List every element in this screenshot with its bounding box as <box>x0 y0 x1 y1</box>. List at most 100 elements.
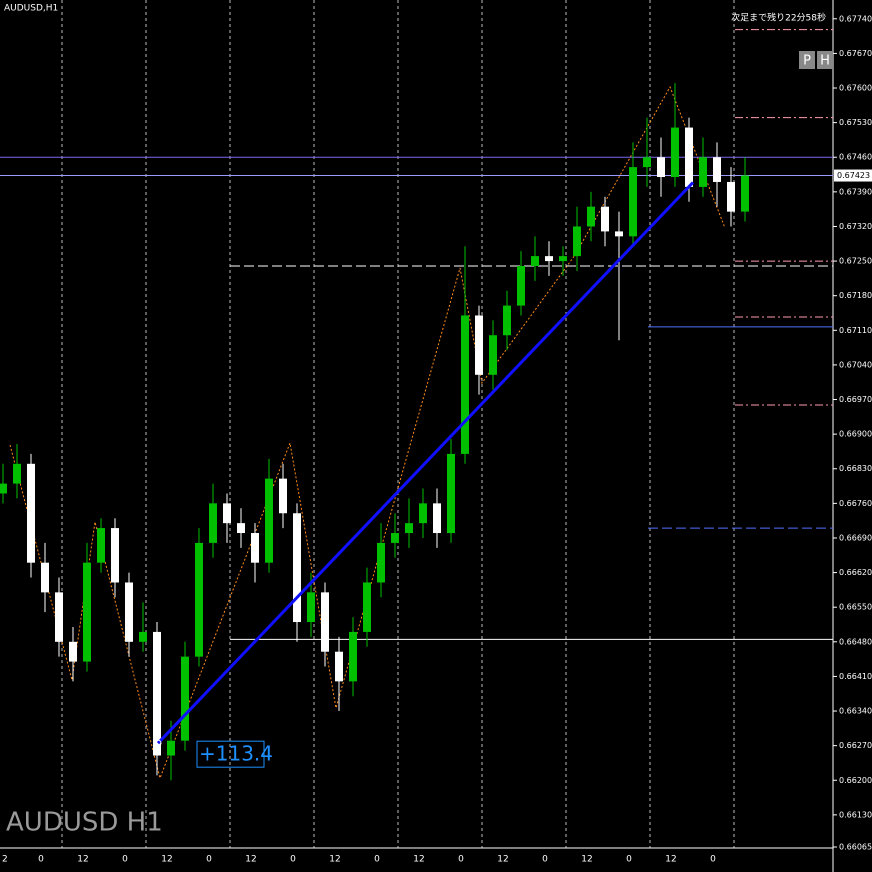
y-tick-label: 0.66970 <box>839 395 872 404</box>
candle-body <box>363 582 371 632</box>
y-tick-label: 0.67320 <box>839 222 872 231</box>
y-tick-label: 0.66550 <box>839 603 872 612</box>
trend-anchor <box>154 739 162 747</box>
candle-body <box>209 503 217 543</box>
x-tick-label: 0 <box>626 855 632 865</box>
y-tick-label: 0.67040 <box>839 360 872 369</box>
candle-body <box>111 528 119 583</box>
y-tick-label: 0.67390 <box>839 187 872 196</box>
candle-body <box>167 740 175 756</box>
candle-body <box>503 305 511 336</box>
candle-body <box>671 127 679 178</box>
candle-body <box>265 478 273 563</box>
y-tick-label: 0.66410 <box>839 672 872 681</box>
y-tick-label: 0.67250 <box>839 257 872 266</box>
candle-body <box>461 315 469 454</box>
watermark: AUDUSD H1 <box>6 808 163 838</box>
price-tag <box>834 169 872 182</box>
trend-label-box <box>196 740 265 768</box>
candle-body <box>41 562 49 593</box>
button-p[interactable] <box>799 51 815 69</box>
candle-body <box>69 641 77 662</box>
candle-body <box>657 157 665 178</box>
y-tick-label: 0.66480 <box>839 637 872 646</box>
grid <box>61 0 735 848</box>
candle-body <box>475 315 483 375</box>
x-tick-label: 0 <box>710 855 716 865</box>
candle-body <box>545 256 553 262</box>
candle-body <box>27 463 35 563</box>
y-tick-label: 0.67670 <box>839 49 872 58</box>
candle-body <box>223 503 231 524</box>
candle-body <box>629 167 637 237</box>
y-tick-label: 0.66830 <box>839 464 872 473</box>
x-tick-label: 0 <box>374 855 380 865</box>
candle-body <box>699 157 707 187</box>
y-tick-label: 0.66760 <box>839 499 872 508</box>
candle-body <box>279 478 287 514</box>
y-tick-label: 0.66130 <box>839 810 872 819</box>
x-tick-label: 12 <box>665 855 676 865</box>
y-tick-label: 0.67600 <box>839 84 872 93</box>
x-tick-label: 12 <box>413 855 424 865</box>
countdown: 次足まで残り22分58秒 <box>731 12 826 24</box>
candle-body <box>559 256 567 262</box>
x-tick-label: 0 <box>290 855 296 865</box>
symbol-label: AUDUSD,H1 <box>4 4 58 14</box>
candle-body <box>349 631 357 682</box>
x-tick-label: 12 <box>161 855 172 865</box>
candle-body <box>447 453 455 534</box>
candle-body <box>0 483 7 494</box>
candle-body <box>237 523 245 534</box>
candle-body <box>391 533 399 543</box>
candle-body <box>13 463 21 484</box>
candle-body <box>125 582 133 642</box>
x-tick-label: 0 <box>542 855 548 865</box>
y-tick-label: 0.66200 <box>839 776 872 785</box>
candle-body <box>489 335 497 375</box>
candle-body <box>55 592 63 642</box>
candle-body <box>335 651 343 682</box>
candle-body <box>573 226 581 257</box>
candle-body <box>433 503 441 534</box>
candle-body <box>97 528 105 563</box>
x-tick-label: 2 <box>2 855 8 865</box>
y-tick-label: 0.67180 <box>839 291 872 300</box>
button-label[interactable]: P <box>803 54 811 69</box>
x-tick-label: 0 <box>206 855 212 865</box>
y-tick-label: 0.66065 <box>839 843 872 852</box>
y-tick-label: 0.67530 <box>839 118 872 127</box>
candle-body <box>531 256 539 267</box>
x-tick-label: 0 <box>122 855 128 865</box>
zigzag <box>9 85 726 780</box>
candle-body <box>741 175 749 212</box>
x-tick-label: 0 <box>38 855 44 865</box>
candle-body <box>419 503 427 524</box>
price-tag-label: 0.67423 <box>837 171 870 180</box>
candle-body <box>685 127 693 187</box>
candle-body <box>643 157 651 168</box>
y-tick-label: 0.66900 <box>839 430 872 439</box>
y-tick-label: 0.66620 <box>839 568 872 577</box>
trend-line <box>156 181 695 745</box>
x-tick-label: 12 <box>581 855 592 865</box>
candle-body <box>713 157 721 182</box>
candle-body <box>195 542 203 657</box>
candle-body <box>615 231 623 237</box>
y-tick-label: 0.67460 <box>839 153 872 162</box>
y-tick-label: 0.66690 <box>839 533 872 542</box>
candle-body <box>727 181 735 212</box>
button-label[interactable]: H <box>820 54 830 69</box>
x-tick-label: 12 <box>497 855 508 865</box>
candle-body <box>517 266 525 306</box>
x-tick-label: 12 <box>329 855 340 865</box>
x-tick-label: 0 <box>458 855 464 865</box>
button-h[interactable] <box>817 51 833 69</box>
candle-body <box>307 592 315 623</box>
x-tick-label: 12 <box>77 855 88 865</box>
candle-body <box>587 206 595 227</box>
candle-body <box>405 523 413 534</box>
trend-label: +113.4 <box>199 742 273 766</box>
candle-body <box>251 533 259 563</box>
